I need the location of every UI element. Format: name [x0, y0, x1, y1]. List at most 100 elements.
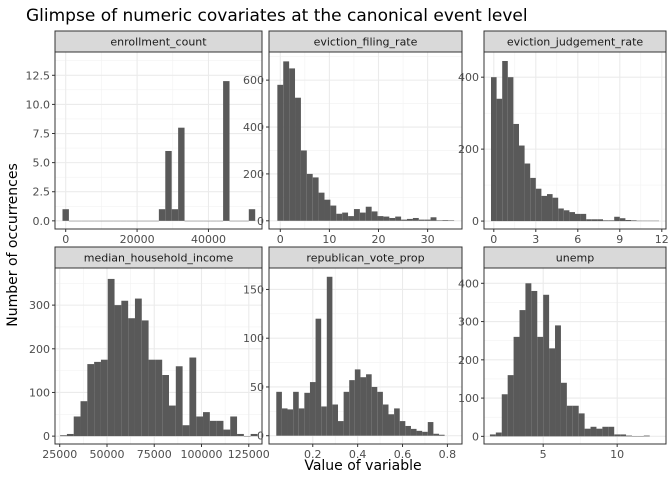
panel-background — [55, 52, 262, 229]
x-tick-label: 0.6 — [394, 448, 412, 461]
histogram-bar — [276, 391, 282, 436]
histogram-bar — [324, 199, 331, 221]
histogram-bar — [427, 422, 434, 436]
histogram-bar — [491, 77, 497, 222]
histogram-bar — [614, 434, 621, 437]
y-tick-label: 0 — [257, 215, 264, 228]
chart-title: Glimpse of numeric covariates at the can… — [26, 6, 528, 26]
histogram-bar — [563, 210, 570, 222]
panel-unemp: unemp 0 100 200 300 400 5 10 — [458, 246, 667, 461]
histogram-bar — [73, 416, 81, 437]
histogram-bar — [569, 212, 575, 222]
x-tick-label: 20000 — [120, 233, 155, 246]
facet-strip-label: median_household_income — [84, 252, 234, 265]
histogram-bar — [590, 426, 597, 437]
x-tick-label: 12 — [655, 233, 669, 246]
histogram-bar — [237, 433, 244, 437]
histogram-bar — [377, 391, 383, 436]
histogram-bar — [555, 325, 561, 437]
histogram-bar — [495, 432, 502, 437]
histogram-bar — [359, 212, 366, 221]
panel-median_household_income: median_household_income 0 100 200 300 25000 50… — [29, 246, 270, 461]
y-tick-label: 400 — [458, 71, 479, 84]
histogram-bar — [383, 216, 390, 221]
y-tick-label: 200 — [458, 143, 479, 156]
panel-republican_vote_prop: republican_vote_prop 0 50 100 150 0.2 0.4 0.6 0.… — [243, 246, 463, 461]
histogram-bar — [203, 412, 210, 437]
histogram-bar — [338, 421, 344, 436]
histogram-bar — [304, 392, 310, 436]
y-tick-label: 2.5 — [33, 186, 51, 199]
histogram-bar — [158, 209, 166, 221]
x-tick-label: 9 — [616, 233, 623, 246]
y-tick-label: 200 — [29, 343, 50, 356]
histogram-bar — [248, 209, 256, 221]
facet-strip-label: republican_vote_prop — [306, 252, 424, 265]
histogram-bar — [586, 219, 592, 222]
y-tick-label: 12.5 — [26, 69, 51, 82]
facet-strip — [483, 246, 667, 269]
histogram-bar — [422, 431, 428, 436]
histogram-bar — [298, 408, 305, 436]
histogram-bar — [596, 428, 603, 437]
histogram-bar — [519, 145, 525, 222]
histogram-bar — [312, 177, 319, 221]
x-tick-label: 6 — [574, 233, 581, 246]
histogram-bar — [365, 206, 372, 221]
histogram-bar — [394, 408, 400, 436]
histogram-bar — [371, 386, 378, 436]
histogram-bar — [330, 205, 337, 221]
histogram-bar — [442, 220, 449, 221]
facet-strip — [54, 30, 263, 53]
x-tick-label: 0.4 — [349, 448, 367, 461]
histogram-bar — [60, 435, 67, 437]
y-tick-label: 0 — [43, 430, 50, 443]
histogram-bar — [578, 413, 585, 437]
y-tick-label: 0 — [257, 430, 264, 443]
histogram-bar — [424, 219, 431, 221]
histogram-bar — [281, 408, 288, 436]
histogram-bar — [439, 434, 445, 436]
histogram-bar — [295, 97, 301, 221]
facet-strip — [483, 30, 667, 53]
histogram-bar — [349, 380, 355, 436]
x-tick-label: 5 — [540, 448, 547, 461]
histogram-bar — [584, 428, 591, 437]
histogram-bar — [353, 209, 360, 221]
x-tick-label: 0.8 — [439, 448, 457, 461]
y-tick-label: 300 — [29, 299, 50, 312]
facet-strip — [54, 246, 263, 269]
histogram-bar — [412, 217, 419, 221]
histogram-bar — [502, 60, 508, 222]
histogram-bar — [549, 348, 556, 437]
histogram-bar — [395, 216, 402, 221]
histogram-bar — [631, 220, 637, 222]
histogram-bar — [175, 366, 183, 437]
histogram-bar — [566, 405, 573, 437]
histogram-bar — [507, 375, 514, 437]
y-tick-label: 50 — [250, 381, 264, 394]
histogram-bar — [189, 357, 197, 437]
x-tick-label: 125000 — [228, 448, 270, 461]
histogram-bar — [580, 213, 587, 222]
histogram-bar — [560, 382, 567, 437]
y-tick-label: 100 — [29, 386, 50, 399]
histogram-bar — [535, 188, 542, 222]
facet-strip — [268, 30, 463, 53]
histogram-bar — [405, 425, 411, 436]
histogram-bar — [196, 416, 204, 437]
histogram-bar — [121, 300, 129, 437]
y-tick-label: 200 — [243, 168, 264, 181]
x-tick-label: 3 — [532, 233, 539, 246]
histogram-bar — [575, 213, 581, 222]
histogram-bar — [223, 429, 231, 437]
histogram-bar — [603, 220, 609, 222]
histogram-bar — [306, 173, 313, 221]
histogram-bar — [541, 195, 547, 222]
histogram-bar — [100, 359, 108, 437]
histogram-bar — [155, 359, 163, 437]
histogram-bar — [496, 98, 503, 222]
histogram-bar — [315, 318, 322, 436]
histogram-bar — [318, 192, 325, 221]
y-tick-label: 5.0 — [33, 157, 51, 170]
